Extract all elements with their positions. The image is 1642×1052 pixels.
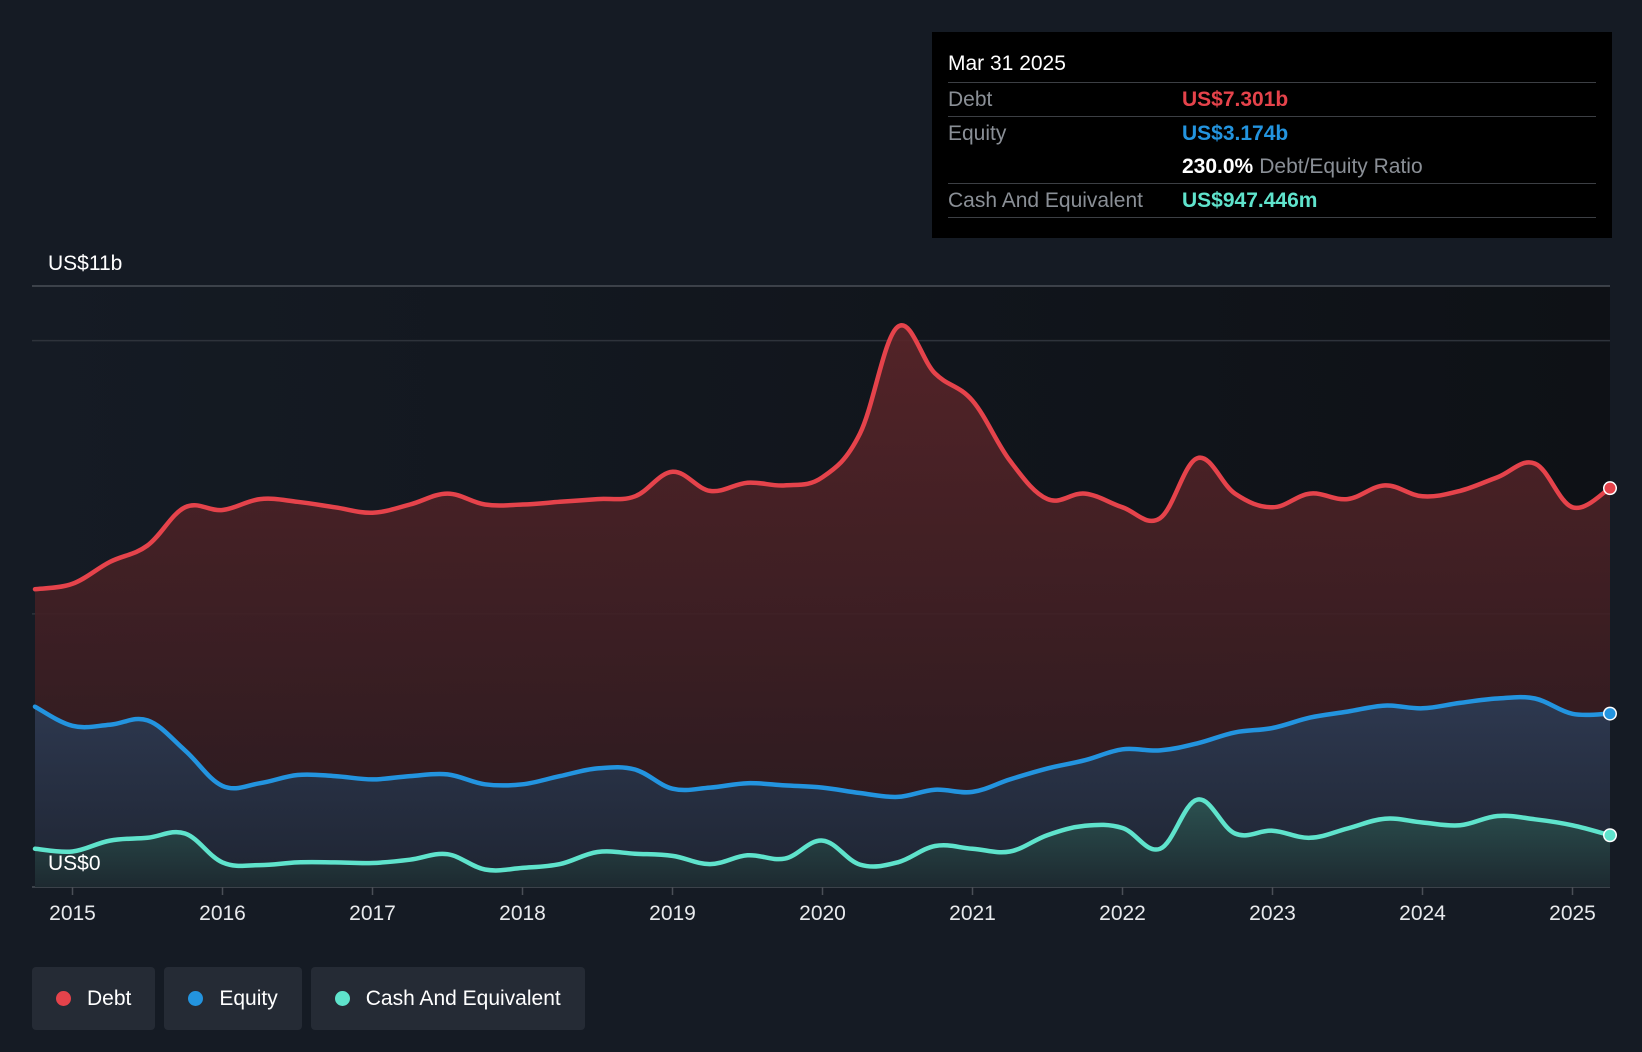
legend: Debt Equity Cash And Equivalent bbox=[32, 967, 585, 1030]
tooltip-equity-row: Equity US$3.174b bbox=[948, 117, 1596, 150]
tooltip-ratio-row: 230.0% Debt/Equity Ratio bbox=[948, 150, 1596, 184]
series-areas bbox=[35, 325, 1610, 888]
debt-line bbox=[32, 323, 1613, 592]
equity-end-marker bbox=[1604, 708, 1616, 720]
legend-cash-label: Cash And Equivalent bbox=[365, 986, 561, 1010]
x-axis-ticks: 2015 2016 2017 2018 2019 2020 2021 2022 2023 2024… bbox=[49, 887, 1596, 925]
tooltip-panel: Mar 31 2025 Debt US$7.301b Equity US$3.1… bbox=[932, 32, 1612, 238]
y-axis-top-label: US$11b bbox=[48, 252, 122, 275]
tooltip-cash-value: US$947.446m bbox=[1182, 189, 1318, 212]
x-tick-label-2025: 2025 bbox=[1549, 902, 1596, 925]
x-tick-label-2016: 2016 bbox=[199, 902, 246, 925]
tooltip-equity-value: US$3.174b bbox=[1182, 122, 1289, 145]
x-tick-label-2020: 2020 bbox=[799, 902, 846, 925]
tooltip-debt-row: Debt US$7.301b bbox=[948, 83, 1596, 117]
legend-item-debt[interactable]: Debt bbox=[32, 967, 156, 1030]
x-tick-label-2024: 2024 bbox=[1399, 902, 1446, 925]
x-tick-label-2017: 2017 bbox=[349, 902, 396, 925]
debt-end-marker bbox=[1604, 482, 1616, 494]
equity-line bbox=[32, 694, 1613, 800]
series-lines bbox=[32, 323, 1613, 873]
x-tick-label-2019: 2019 bbox=[649, 902, 696, 925]
cash-line bbox=[32, 797, 1613, 873]
tooltip-debt-label: Debt bbox=[948, 88, 993, 111]
x-tick-label-2018: 2018 bbox=[499, 902, 546, 925]
legend-item-cash[interactable]: Cash And Equivalent bbox=[310, 967, 585, 1030]
x-tick-label-2022: 2022 bbox=[1099, 902, 1146, 925]
tooltip-ratio-value: 230.0% bbox=[1182, 155, 1254, 178]
x-tick-label-2023: 2023 bbox=[1249, 902, 1296, 925]
cash-area bbox=[35, 799, 1610, 887]
series-end-markers bbox=[1603, 481, 1617, 843]
equity-dot-icon bbox=[188, 991, 204, 1006]
x-tick-label-2015: 2015 bbox=[49, 902, 96, 925]
tooltip-cash-row: Cash And Equivalent US$947.446m bbox=[948, 184, 1596, 218]
tooltip-equity-label: Equity bbox=[948, 122, 1007, 145]
debt-dot-icon bbox=[56, 991, 71, 1006]
cash-end-marker bbox=[1604, 829, 1616, 841]
y-axis-bottom-label: US$0 bbox=[48, 852, 101, 875]
tooltip-debt-value: US$7.301b bbox=[1182, 88, 1289, 111]
tooltip-date: Mar 31 2025 bbox=[948, 46, 1596, 83]
tooltip-cash-label: Cash And Equivalent bbox=[948, 189, 1143, 212]
legend-debt-label: Debt bbox=[87, 986, 132, 1010]
tooltip-ratio-label: Debt/Equity Ratio bbox=[1259, 155, 1423, 178]
x-tick-label-2021: 2021 bbox=[949, 902, 996, 925]
legend-equity-label: Equity bbox=[219, 986, 278, 1010]
tooltip-ratio-spacer bbox=[948, 150, 1182, 183]
cash-dot-icon bbox=[334, 991, 350, 1006]
legend-item-equity[interactable]: Equity bbox=[164, 967, 302, 1030]
